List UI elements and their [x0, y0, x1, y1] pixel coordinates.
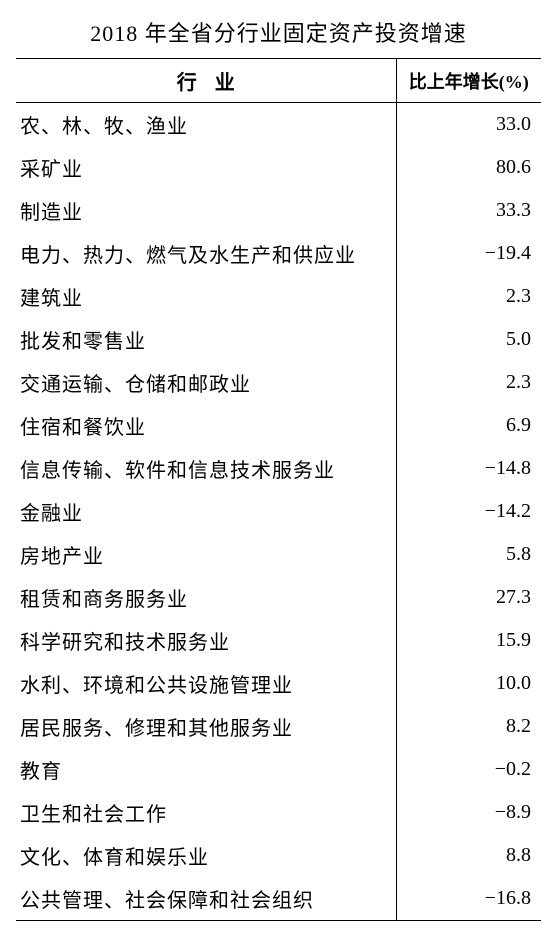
table-row: 电力、热力、燃气及水生产和供应业−19.4: [16, 232, 541, 275]
cell-industry: 电力、热力、燃气及水生产和供应业: [16, 232, 396, 275]
table-row: 水利、环境和公共设施管理业10.0: [16, 662, 541, 705]
cell-industry: 租赁和商务服务业: [16, 576, 396, 619]
table-row: 居民服务、修理和其他服务业8.2: [16, 705, 541, 748]
cell-value: −14.2: [396, 490, 541, 533]
cell-industry: 卫生和社会工作: [16, 791, 396, 834]
table-row: 租赁和商务服务业27.3: [16, 576, 541, 619]
cell-value: −8.9: [396, 791, 541, 834]
table-row: 金融业−14.2: [16, 490, 541, 533]
header-value: 比上年增长(%): [396, 59, 541, 103]
cell-value: 5.0: [396, 318, 541, 361]
cell-value: 2.3: [396, 361, 541, 404]
cell-industry: 住宿和餐饮业: [16, 404, 396, 447]
cell-industry: 建筑业: [16, 275, 396, 318]
table-row: 交通运输、仓储和邮政业2.3: [16, 361, 541, 404]
table-row: 批发和零售业5.0: [16, 318, 541, 361]
cell-value: −19.4: [396, 232, 541, 275]
table-body: 农、林、牧、渔业33.0采矿业80.6制造业33.3电力、热力、燃气及水生产和供…: [16, 103, 541, 921]
cell-value: −0.2: [396, 748, 541, 791]
cell-value: 5.8: [396, 533, 541, 576]
cell-value: 33.0: [396, 103, 541, 147]
cell-value: −14.8: [396, 447, 541, 490]
cell-value: 10.0: [396, 662, 541, 705]
cell-industry: 农、林、牧、渔业: [16, 103, 396, 147]
cell-industry: 水利、环境和公共设施管理业: [16, 662, 396, 705]
table-row: 文化、体育和娱乐业8.8: [16, 834, 541, 877]
cell-industry: 公共管理、社会保障和社会组织: [16, 877, 396, 921]
cell-value: 15.9: [396, 619, 541, 662]
cell-value: 80.6: [396, 146, 541, 189]
table-row: 公共管理、社会保障和社会组织−16.8: [16, 877, 541, 921]
cell-value: 8.2: [396, 705, 541, 748]
cell-value: −16.8: [396, 877, 541, 921]
cell-industry: 信息传输、软件和信息技术服务业: [16, 447, 396, 490]
cell-value: 33.3: [396, 189, 541, 232]
cell-industry: 金融业: [16, 490, 396, 533]
cell-industry: 交通运输、仓储和邮政业: [16, 361, 396, 404]
cell-industry: 文化、体育和娱乐业: [16, 834, 396, 877]
cell-value: 27.3: [396, 576, 541, 619]
cell-value: 6.9: [396, 404, 541, 447]
cell-industry: 房地产业: [16, 533, 396, 576]
cell-industry: 科学研究和技术服务业: [16, 619, 396, 662]
table-header-row: 行业 比上年增长(%): [16, 59, 541, 103]
cell-industry: 制造业: [16, 189, 396, 232]
cell-value: 8.8: [396, 834, 541, 877]
table-row: 制造业33.3: [16, 189, 541, 232]
table-row: 信息传输、软件和信息技术服务业−14.8: [16, 447, 541, 490]
cell-industry: 教育: [16, 748, 396, 791]
table-row: 房地产业5.8: [16, 533, 541, 576]
table-title: 2018 年全省分行业固定资产投资增速: [16, 10, 541, 58]
table-row: 住宿和餐饮业6.9: [16, 404, 541, 447]
cell-value: 2.3: [396, 275, 541, 318]
table-row: 教育−0.2: [16, 748, 541, 791]
table-row: 卫生和社会工作−8.9: [16, 791, 541, 834]
cell-industry: 居民服务、修理和其他服务业: [16, 705, 396, 748]
table-row: 建筑业2.3: [16, 275, 541, 318]
data-table: 行业 比上年增长(%) 农、林、牧、渔业33.0采矿业80.6制造业33.3电力…: [16, 58, 541, 921]
table-row: 采矿业80.6: [16, 146, 541, 189]
cell-industry: 批发和零售业: [16, 318, 396, 361]
header-industry: 行业: [16, 59, 396, 103]
table-row: 科学研究和技术服务业15.9: [16, 619, 541, 662]
table-row: 农、林、牧、渔业33.0: [16, 103, 541, 147]
cell-industry: 采矿业: [16, 146, 396, 189]
